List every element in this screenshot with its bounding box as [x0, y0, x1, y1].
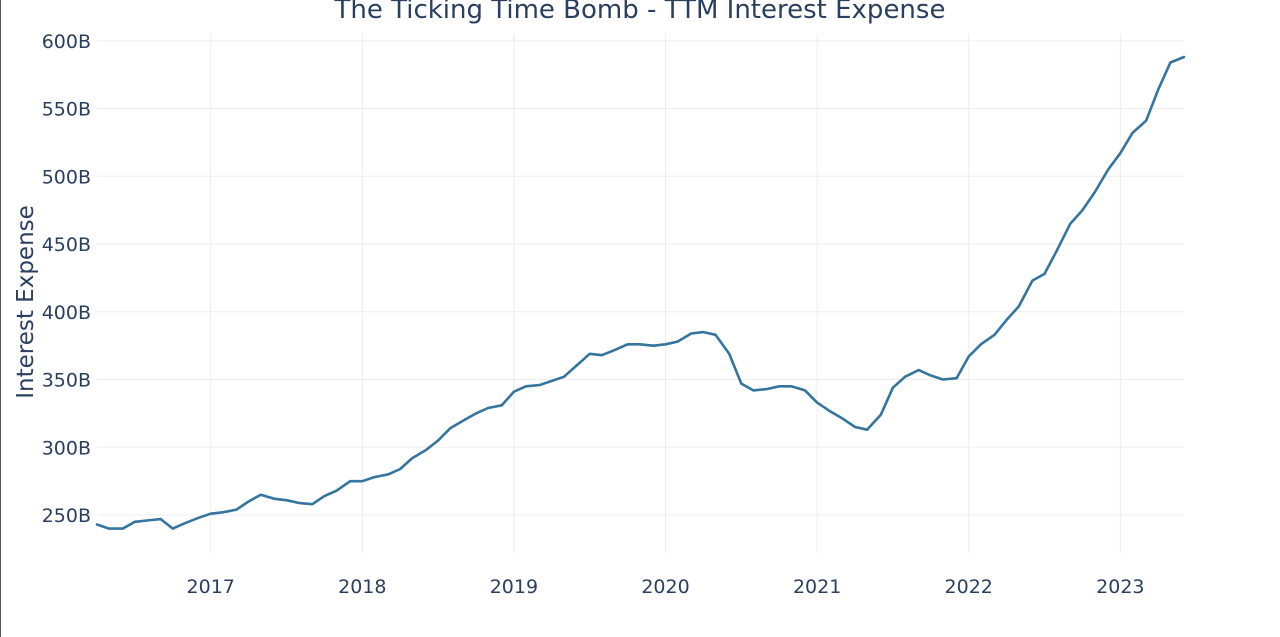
x-tick-label: 2021 — [793, 576, 841, 598]
y-tick-label: 450B — [42, 234, 91, 256]
y-tick-label: 550B — [42, 99, 91, 121]
y-tick-label: 250B — [42, 505, 91, 527]
series-line — [95, 55, 1186, 530]
y-tick-label: 300B — [42, 437, 91, 459]
y-axis-title: Interest Expense — [13, 205, 39, 399]
y-tick-label: 350B — [42, 370, 91, 392]
y-tick-label: 500B — [42, 166, 91, 188]
x-tick-label: 2019 — [490, 576, 538, 598]
chart-title: The Ticking Time Bomb - TTM Interest Exp… — [334, 0, 946, 25]
x-tick-label: 2023 — [1096, 576, 1144, 598]
y-axis-ticks: 250B 300B 350B 400B 450B 500B 550B 600B — [42, 31, 91, 527]
x-tick-label: 2018 — [338, 576, 386, 598]
grid-layer — [97, 34, 1184, 553]
x-tick-label: 2017 — [187, 576, 235, 598]
y-tick-label: 400B — [42, 302, 91, 324]
x-tick-label: 2020 — [641, 576, 689, 598]
x-tick-label: 2022 — [945, 576, 993, 598]
series-layer — [95, 55, 1186, 530]
x-axis-ticks: 2017 2018 2019 2020 2021 2022 2023 — [187, 576, 1145, 598]
y-tick-label: 600B — [42, 31, 91, 53]
